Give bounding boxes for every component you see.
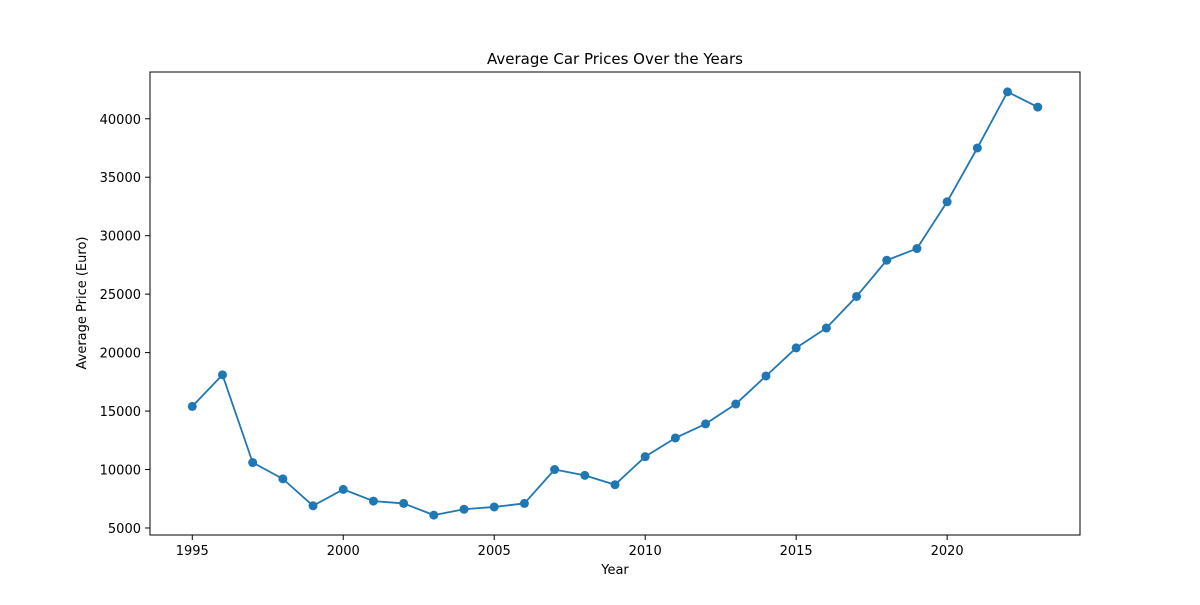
data-point xyxy=(429,510,439,520)
x-tick-label: 2020 xyxy=(931,544,964,559)
y-tick-label: 40000 xyxy=(100,113,141,128)
data-point xyxy=(519,498,529,508)
y-tick-label: 15000 xyxy=(100,405,141,420)
y-tick-label: 30000 xyxy=(100,230,141,245)
data-point xyxy=(1033,102,1043,112)
y-tick-label: 35000 xyxy=(100,171,141,186)
x-tick-label: 2010 xyxy=(629,544,662,559)
x-tick-label: 2015 xyxy=(780,544,813,559)
data-point xyxy=(610,480,620,490)
data-point xyxy=(791,343,801,353)
chart-title: Average Car Prices Over the Years xyxy=(487,50,743,68)
data-point xyxy=(942,197,952,207)
data-point xyxy=(459,504,469,514)
x-tick-label: 2005 xyxy=(478,544,511,559)
data-point xyxy=(308,501,318,511)
data-point xyxy=(821,323,831,333)
data-point xyxy=(701,419,711,429)
data-point xyxy=(399,498,409,508)
data-point xyxy=(731,399,741,409)
data-point xyxy=(489,502,499,512)
y-tick-label: 20000 xyxy=(100,347,141,362)
x-tick-label: 1995 xyxy=(176,544,209,559)
x-axis-label: Year xyxy=(600,563,629,578)
data-point xyxy=(761,371,771,381)
data-point xyxy=(550,465,560,475)
data-point xyxy=(972,143,982,153)
data-point xyxy=(368,496,378,506)
y-tick-label: 25000 xyxy=(100,288,141,303)
data-point xyxy=(670,433,680,443)
y-axis-label: Average Price (Euro) xyxy=(75,237,90,370)
data-point xyxy=(338,484,348,494)
y-tick-label: 10000 xyxy=(100,464,141,479)
data-point xyxy=(278,474,288,484)
data-point xyxy=(852,291,862,301)
data-point xyxy=(912,244,922,254)
plot-frame xyxy=(149,71,1081,536)
data-point xyxy=(217,370,227,380)
x-tick-label: 2000 xyxy=(327,544,360,559)
data-point xyxy=(882,255,892,265)
y-tick-label: 5000 xyxy=(108,522,141,537)
data-point xyxy=(248,458,258,468)
data-point xyxy=(1003,87,1013,97)
series-line xyxy=(191,90,1039,517)
plot-area: 1995 2000 2005 2010 2015 2020 5000 10000 15000 20… xyxy=(100,71,1081,559)
data-point xyxy=(580,470,590,480)
data-point xyxy=(640,452,650,462)
data-point xyxy=(187,401,197,411)
